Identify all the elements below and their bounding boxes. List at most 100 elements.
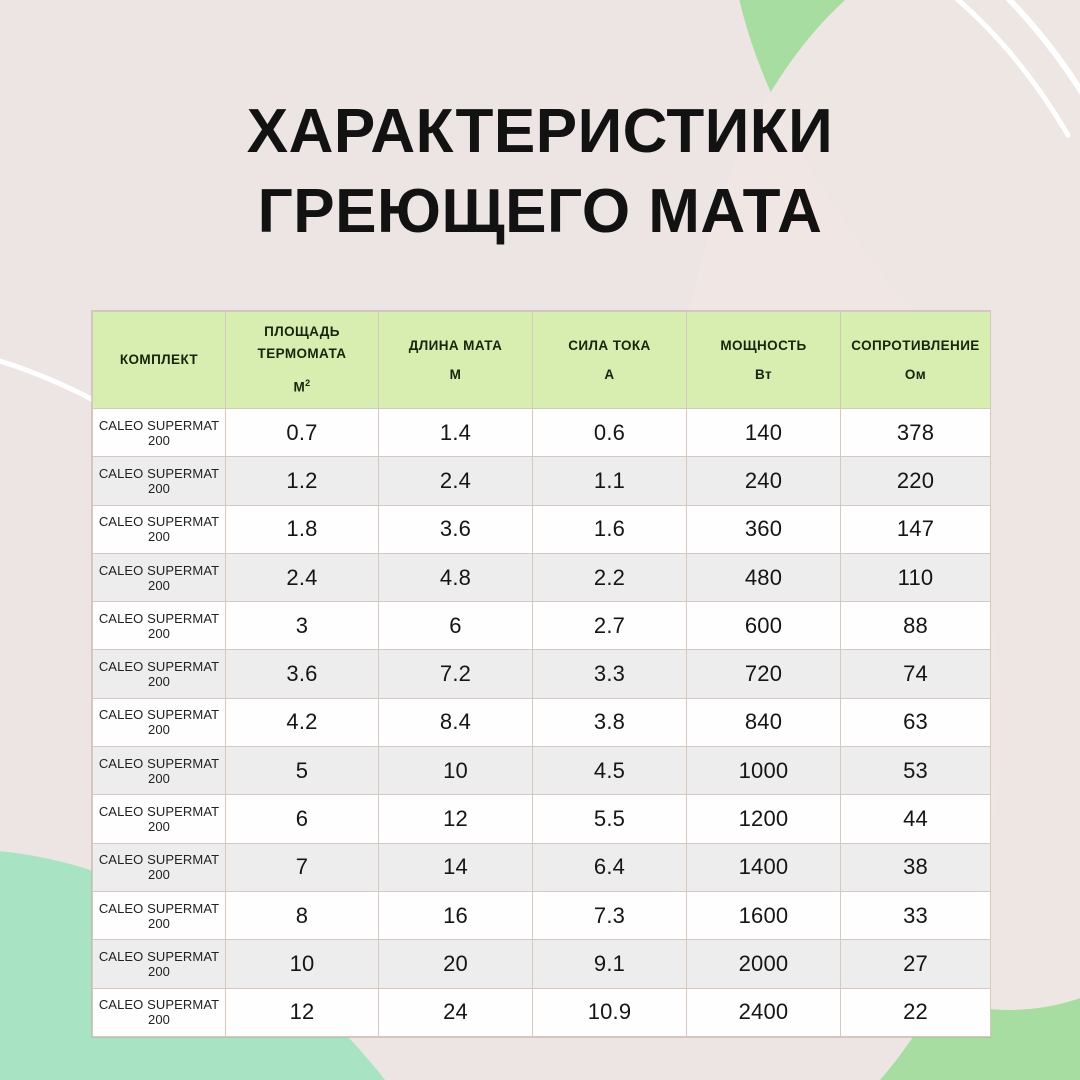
cell-value: 1.8 [225,504,379,554]
col-header-current-label: СИЛА ТОКА [568,337,651,353]
cell-value: 7.2 [378,649,533,699]
cell-value: 6.4 [532,842,687,892]
col-header-length-unit: М [449,366,462,382]
cell-value: 7.3 [532,890,687,941]
cell-value: 6 [378,601,533,651]
cell-value: 1.2 [225,456,379,506]
table-row: CALEO SUPERMAT 200 3.6 7.2 3.3 720 74 [92,649,991,699]
table-row: CALEO SUPERMAT 200 1.2 2.4 1.1 240 220 [92,456,991,506]
col-header-current-unit: А [604,366,615,382]
cell-kit: CALEO SUPERMAT 200 [92,794,226,844]
cell-kit: CALEO SUPERMAT 200 [92,601,226,651]
table-row: CALEO SUPERMAT 200 8 16 7.3 1600 33 [92,890,991,941]
cell-value: 5 [225,746,379,796]
table-row: CALEO SUPERMAT 200 0.7 1.4 0.6 140 378 [92,407,991,458]
page-title: ХАРАКТЕРИСТИКИ ГРЕЮЩЕГО МАТА [0,92,1080,252]
cell-value: 378 [840,407,991,458]
table-row: CALEO SUPERMAT 200 6 12 5.5 1200 44 [92,794,991,844]
table-row: CALEO SUPERMAT 200 5 10 4.5 1000 53 [92,746,991,796]
cell-value: 480 [686,552,841,603]
cell-value: 33 [840,890,991,941]
cell-kit: CALEO SUPERMAT 200 [92,504,226,554]
cell-value: 27 [840,939,991,989]
cell-value: 44 [840,794,991,844]
page-title-line-1: ХАРАКТЕРИСТИКИ [246,97,834,166]
col-header-kit: КОМПЛЕКТ [92,311,226,409]
cell-value: 16 [378,890,533,941]
table-row: CALEO SUPERMAT 200 2.4 4.8 2.2 480 110 [92,552,991,603]
cell-kit: CALEO SUPERMAT 200 [92,649,226,699]
cell-value: 10 [225,939,379,989]
col-header-area-label: ПЛОЩАДЬ ТЕРМОМАТА [257,324,347,362]
table-row: CALEO SUPERMAT 200 7 14 6.4 1400 38 [92,842,991,892]
col-header-resistance: СОПРОТИВЛЕНИЕ Ом [840,311,991,409]
cell-value: 10 [378,746,533,796]
page-title-line-2: ГРЕЮЩЕГО МАТА [257,177,823,246]
cell-kit: CALEO SUPERMAT 200 [92,697,226,748]
cell-value: 2.7 [532,601,687,651]
cell-kit: CALEO SUPERMAT 200 [92,456,226,506]
cell-value: 5.5 [532,794,687,844]
col-header-area: ПЛОЩАДЬ ТЕРМОМАТА М2 [225,311,379,409]
col-header-power-unit: Вт [755,366,772,382]
table-row: CALEO SUPERMAT 200 4.2 8.4 3.8 840 63 [92,697,991,748]
cell-value: 74 [840,649,991,699]
cell-kit: CALEO SUPERMAT 200 [92,552,226,603]
cell-value: 1000 [686,746,841,796]
cell-value: 1600 [686,890,841,941]
cell-kit: CALEO SUPERMAT 200 [92,746,226,796]
col-header-power-label: МОЩНОСТЬ [720,337,807,353]
cell-kit: CALEO SUPERMAT 200 [92,842,226,892]
cell-value: 1.4 [378,407,533,458]
cell-value: 240 [686,456,841,506]
cell-value: 6 [225,794,379,844]
cell-value: 2.4 [225,552,379,603]
cell-value: 840 [686,697,841,748]
cell-value: 360 [686,504,841,554]
cell-value: 10.9 [532,987,687,1037]
cell-value: 1.1 [532,456,687,506]
cell-value: 140 [686,407,841,458]
cell-value: 8 [225,890,379,941]
cell-value: 3 [225,601,379,651]
cell-value: 1.6 [532,504,687,554]
cell-value: 0.7 [225,407,379,458]
cell-value: 220 [840,456,991,506]
cell-value: 20 [378,939,533,989]
cell-value: 720 [686,649,841,699]
col-header-kit-label: КОМПЛЕКТ [119,352,199,367]
white-swoosh-topright [1005,0,1080,95]
cell-value: 14 [378,842,533,892]
cell-value: 3.3 [532,649,687,699]
cell-value: 7 [225,842,379,892]
header-row: КОМПЛЕКТ ПЛОЩАДЬ ТЕРМОМАТА М2 ДЛИНА МАТА… [92,311,991,409]
cell-value: 9.1 [532,939,687,989]
col-header-length: ДЛИНА МАТА М [378,311,533,409]
table-row: CALEO SUPERMAT 200 3 6 2.7 600 88 [92,601,991,651]
cell-value: 1200 [686,794,841,844]
spec-table-head: КОМПЛЕКТ ПЛОЩАДЬ ТЕРМОМАТА М2 ДЛИНА МАТА… [92,311,991,409]
cell-value: 2.2 [532,552,687,603]
cell-kit: CALEO SUPERMAT 200 [92,939,226,989]
cell-value: 2.4 [378,456,533,506]
cell-value: 4.8 [378,552,533,603]
cell-value: 12 [378,794,533,844]
spec-table-container: КОМПЛЕКТ ПЛОЩАДЬ ТЕРМОМАТА М2 ДЛИНА МАТА… [92,311,991,1037]
cell-value: 4.2 [225,697,379,748]
cell-value: 12 [225,987,379,1037]
cell-value: 2000 [686,939,841,989]
cell-value: 0.6 [532,407,687,458]
cell-value: 147 [840,504,991,554]
cell-value: 3.6 [225,649,379,699]
col-header-current: СИЛА ТОКА А [532,311,687,409]
col-header-power: МОЩНОСТЬ Вт [686,311,841,409]
cell-value: 4.5 [532,746,687,796]
cell-kit: CALEO SUPERMAT 200 [92,407,226,458]
cell-kit: CALEO SUPERMAT 200 [92,890,226,941]
table-row: CALEO SUPERMAT 200 12 24 10.9 2400 22 [92,987,991,1037]
cell-value: 2400 [686,987,841,1037]
cell-value: 63 [840,697,991,748]
cell-value: 110 [840,552,991,603]
col-header-resistance-label: СОПРОТИВЛЕНИЕ [851,337,980,353]
